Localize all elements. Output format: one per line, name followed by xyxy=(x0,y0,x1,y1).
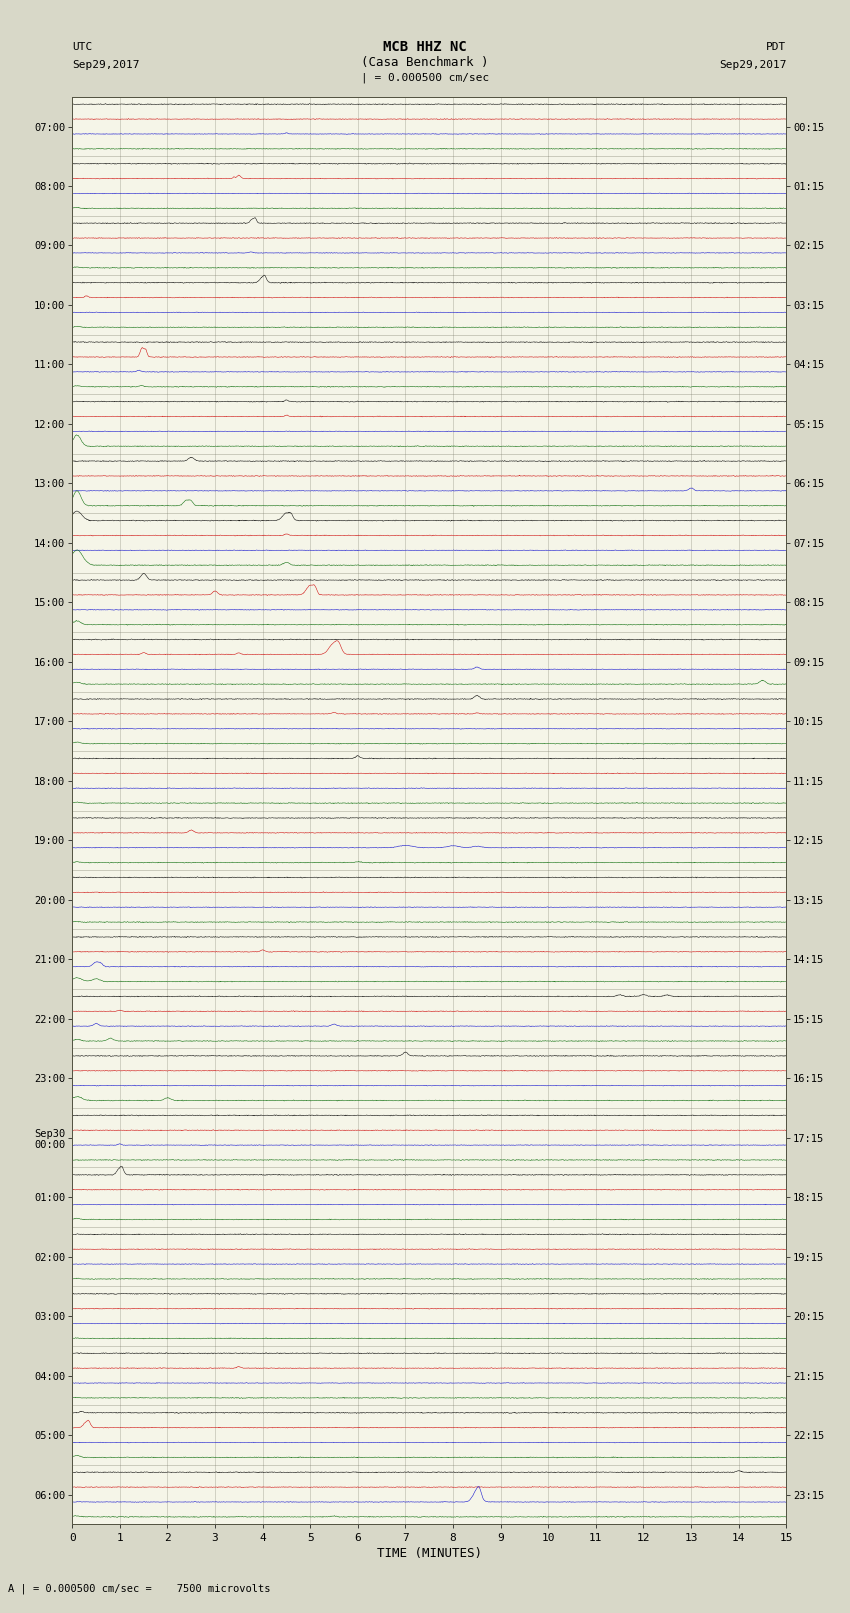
Text: Sep29,2017: Sep29,2017 xyxy=(72,60,139,69)
Text: PDT: PDT xyxy=(766,42,786,52)
Text: Sep29,2017: Sep29,2017 xyxy=(719,60,786,69)
Text: A | = 0.000500 cm/sec =    7500 microvolts: A | = 0.000500 cm/sec = 7500 microvolts xyxy=(8,1582,271,1594)
X-axis label: TIME (MINUTES): TIME (MINUTES) xyxy=(377,1547,482,1560)
Text: | = 0.000500 cm/sec: | = 0.000500 cm/sec xyxy=(361,73,489,84)
Text: (Casa Benchmark ): (Casa Benchmark ) xyxy=(361,56,489,69)
Text: MCB HHZ NC: MCB HHZ NC xyxy=(383,40,467,55)
Text: UTC: UTC xyxy=(72,42,93,52)
